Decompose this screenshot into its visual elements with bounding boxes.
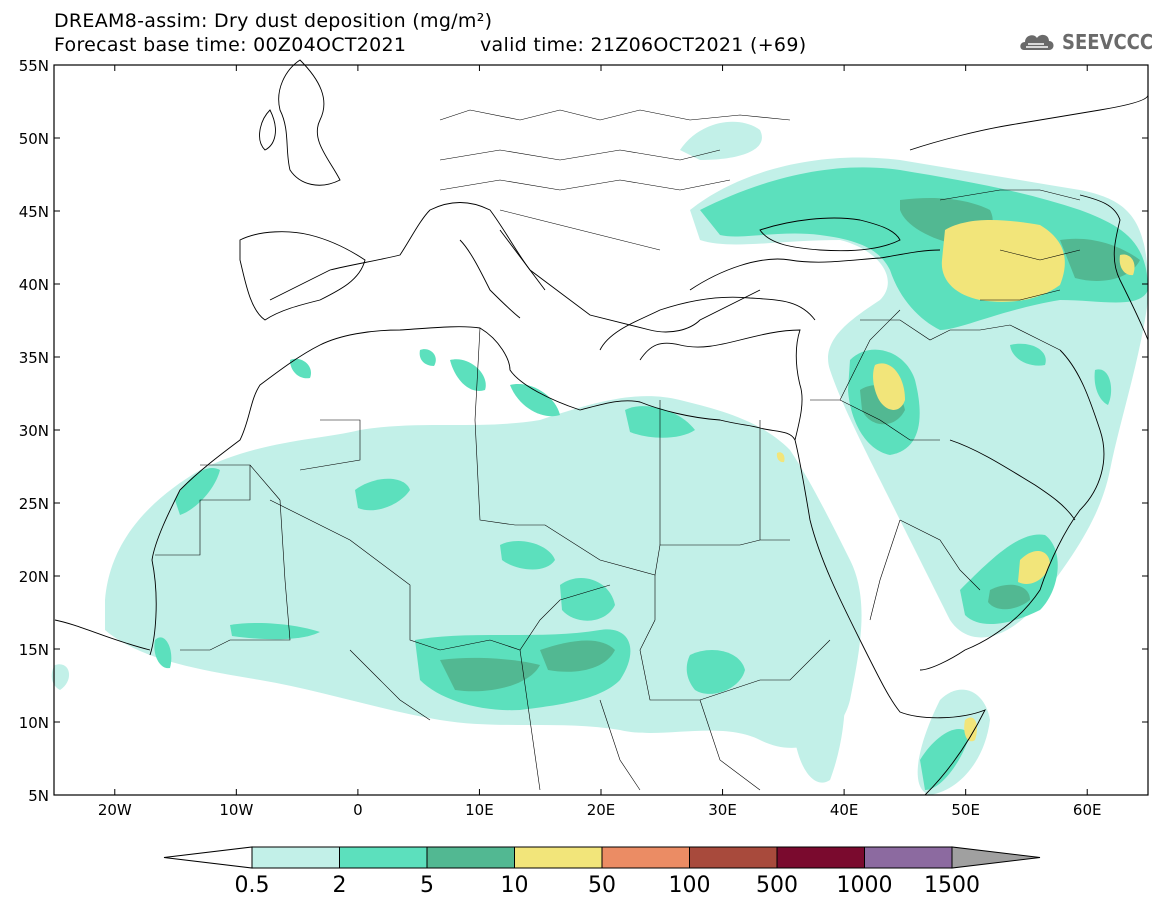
legend-swatch: [689, 846, 778, 869]
dust-deposition-field: [51, 121, 1149, 795]
coastlines: [54, 59, 1149, 796]
legend-label: 5: [420, 873, 434, 898]
lon-tick-label: 40E: [830, 801, 859, 819]
lon-tick-label: 50E: [951, 801, 980, 819]
legend-label: 1500: [924, 873, 980, 898]
legend-swatch: [339, 846, 428, 869]
map-title: DREAM8-assim: Dry dust deposition (mg/m²…: [54, 10, 493, 32]
logo-text: SEEVCCC: [1062, 30, 1154, 54]
lon-tick-label: 20W: [98, 801, 132, 819]
lon-tick-label: 10W: [219, 801, 253, 819]
legend-label: 2: [333, 873, 347, 898]
lat-tick-label: 50N: [19, 130, 49, 148]
valid-time: valid time: 21Z06OCT2021 (+69): [480, 34, 807, 56]
forecast-base-time: Forecast base time: 00Z04OCT2021: [54, 34, 407, 56]
legend-label: 1000: [837, 873, 893, 898]
lon-tick-label: 20E: [587, 801, 616, 819]
legend-swatch: [601, 846, 690, 869]
lon-tick-label: 0: [353, 801, 363, 819]
legend-label: 100: [669, 873, 711, 898]
lat-tick-label: 15N: [19, 641, 49, 659]
legend-label: 50: [588, 873, 616, 898]
legend-label: 10: [501, 873, 529, 898]
legend-swatch: [864, 846, 953, 869]
lat-tick-label: 10N: [19, 714, 49, 732]
lat-tick-label: 30N: [19, 422, 49, 440]
lat-tick-label: 35N: [19, 349, 49, 367]
lat-tick-label: 25N: [19, 495, 49, 513]
lat-tick-label: 20N: [19, 568, 49, 586]
legend-swatch: [514, 846, 603, 869]
legend-swatch: [251, 846, 340, 869]
lon-tick-label: 10E: [465, 801, 494, 819]
country-borders: [155, 109, 1081, 791]
color-legend: 0.5 2 5 10 50 100 500 1000 1500: [163, 846, 1041, 898]
legend-arrow-high: [951, 846, 1041, 869]
lon-tick-label: 30E: [708, 801, 737, 819]
latitude-axis: 55N 50N 45N 40N 35N 30N 25N 20N 15N 10N 5N: [19, 57, 1148, 805]
legend-swatch: [426, 846, 515, 869]
legend-swatch: [776, 846, 865, 869]
lat-tick-label: 45N: [19, 203, 49, 221]
longitude-axis: 20W 10W 0 10E 20E 30E 40E 50E 60E: [98, 65, 1102, 819]
cloud-icon: [1020, 34, 1054, 50]
lat-tick-label: 5N: [28, 787, 49, 805]
lat-tick-label: 40N: [19, 276, 49, 294]
lon-tick-label: 60E: [1073, 801, 1102, 819]
legend-label: 0.5: [235, 873, 270, 898]
legend-arrow-low: [163, 846, 253, 869]
legend-label: 500: [756, 873, 798, 898]
lat-tick-label: 55N: [19, 57, 49, 75]
